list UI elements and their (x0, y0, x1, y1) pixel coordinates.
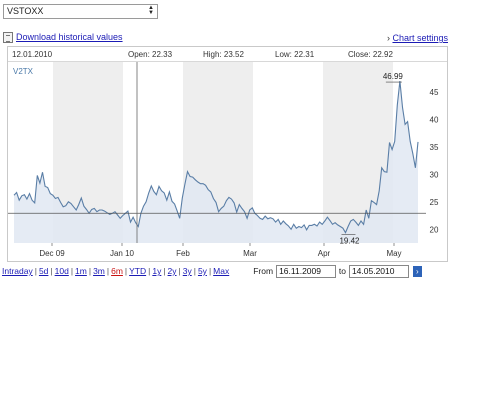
chart-panel: 12.01.2010 Open: 22.33 High: 23.52 Low: … (7, 46, 448, 262)
symbol-select-value: VSTOXX (7, 6, 44, 16)
range-separator: | (148, 266, 151, 276)
x-tick-label: Mar (243, 249, 257, 258)
series-area (14, 81, 418, 243)
range-separator: | (88, 266, 92, 276)
y-tick-label: 25 (430, 198, 439, 207)
from-label: From (253, 266, 274, 276)
range-link-intraday[interactable]: Intraday (2, 266, 33, 276)
y-tick-label: 30 (430, 170, 439, 179)
document-icon (3, 31, 13, 43)
x-tick-label: Apr (318, 249, 331, 258)
symbol-select[interactable]: VSTOXX ▲ ▼ (3, 4, 158, 19)
x-tick-label: Dec 09 (39, 249, 65, 258)
arrow-right-icon[interactable]: › (412, 265, 422, 277)
header-open: Open: 22.33 (128, 50, 173, 59)
range-link-2y[interactable]: 2y (167, 266, 177, 276)
x-tick-label: Feb (176, 249, 190, 258)
y-tick-label: 45 (430, 88, 439, 97)
range-link-1m[interactable]: 1m (75, 266, 87, 276)
range-separator: | (193, 266, 196, 276)
up-down-arrows-icon: ▲ ▼ (148, 5, 154, 16)
header-high: High: 23.52 (203, 50, 244, 59)
download-historical-link[interactable]: Download historical values (3, 30, 123, 44)
range-link-3y[interactable]: 3y (182, 266, 192, 276)
range-bar: Intraday | 5d | 10d | 1m | 3m | 6m | YTD | 1y | 2y | 3y | 5y… (2, 263, 422, 279)
from-date-input[interactable]: 16.11.2009 (276, 264, 336, 278)
range-link-10d[interactable]: 10d (54, 266, 69, 276)
range-separator: | (178, 266, 181, 276)
range-link-max[interactable]: Max (213, 266, 230, 276)
range-separator: | (124, 266, 128, 276)
y-tick-label: 40 (430, 115, 439, 124)
range-separator: | (50, 266, 53, 276)
x-tick-label: May (386, 249, 401, 258)
y-tick-label: 20 (430, 225, 439, 234)
range-separator: | (163, 266, 166, 276)
min-annotation: 19.42 (339, 237, 360, 246)
header-close: Close: 22.92 (348, 50, 393, 59)
download-historical-label[interactable]: Download historical values (16, 32, 123, 42)
range-link-5d[interactable]: 5d (38, 266, 49, 276)
x-tick-label: Jan 10 (110, 249, 135, 258)
series-line (13, 80, 419, 234)
legend-v2tx: V2TX (13, 67, 34, 76)
chart-header: 12.01.2010 Open: 22.33 High: 23.52 Low: … (8, 47, 447, 62)
chevron-right-icon: › (386, 33, 390, 43)
chart-settings-link[interactable]: › Chart settings (387, 33, 448, 43)
to-date-input[interactable]: 14.05.2010 (348, 264, 409, 278)
to-label: to (338, 266, 346, 276)
price-chart[interactable]: V2TX 20 25 30 35 40 45 Dec 09 Jan 10 Feb Mar Apr May… (8, 62, 447, 262)
max-annotation: 46.99 (383, 72, 404, 81)
range-separator: | (70, 266, 74, 276)
header-low: Low: 22.31 (275, 50, 315, 59)
range-link-ytd[interactable]: YTD (129, 266, 147, 276)
range-separator: | (208, 266, 212, 276)
y-tick-label: 35 (430, 143, 439, 152)
range-separator: | (106, 266, 110, 276)
range-link-6m[interactable]: 6m (111, 266, 123, 276)
header-date: 12.01.2010 (12, 50, 53, 59)
range-link-3m[interactable]: 3m (93, 266, 105, 276)
range-link-5y[interactable]: 5y (197, 266, 207, 276)
chart-settings-label[interactable]: Chart settings (392, 33, 448, 43)
range-links: Intraday | 5d | 10d | 1m | 3m | 6m | YTD | 1y | 2y | 3y | 5y… (2, 266, 229, 276)
range-separator: | (34, 266, 37, 276)
range-link-1y[interactable]: 1y (152, 266, 162, 276)
